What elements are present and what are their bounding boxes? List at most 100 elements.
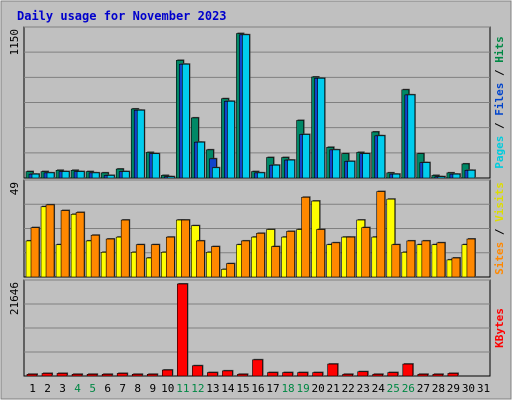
panel-hits-files-pages: 1150 Pages / Files / Hits	[8, 26, 506, 179]
bar-sites-day-24	[376, 191, 386, 278]
day-tick-label: 9	[149, 382, 156, 395]
day-tick-label: 26	[402, 382, 415, 395]
bar-sites-day-5	[90, 234, 100, 278]
bar-pages-day-5	[91, 172, 100, 179]
bar-shadow	[438, 175, 446, 177]
bar-visits-day-25	[386, 198, 396, 278]
bar-pages-day-30	[467, 170, 476, 179]
day-tick-label: 21	[327, 382, 340, 395]
panel-max-label: 21646	[8, 282, 21, 315]
bar-kbytes-day-13	[207, 372, 218, 377]
day-tick-label: 20	[312, 382, 325, 395]
bar-kbytes-day-10	[161, 369, 173, 377]
bar-sites-day-26	[406, 240, 416, 278]
bar-kbytes-day-14	[222, 370, 233, 377]
bar-kbytes-day-17	[267, 372, 278, 377]
bar-kbytes-day-9	[146, 373, 158, 377]
bar-pages-day-18	[287, 159, 295, 179]
legend-part: /	[493, 116, 506, 136]
bar-sites-day-20	[316, 229, 325, 278]
bar-sites-day-13	[211, 246, 220, 278]
bar-pages-day-1	[31, 173, 40, 179]
day-tick-label: 8	[134, 382, 141, 395]
bar-sites-day-25	[391, 244, 401, 278]
panel-legend-label: Pages / Files / Hits	[493, 36, 506, 169]
day-tick-label: 5	[89, 382, 96, 395]
day-tick-label: 22	[342, 382, 355, 395]
bar-sites-day-18	[286, 231, 295, 278]
day-tick-label: 27	[417, 382, 430, 395]
bar-kbytes-day-8	[131, 373, 143, 377]
bar-sites-day-22	[346, 236, 355, 278]
day-tick-label: 7	[119, 382, 126, 395]
legend-part: Visits	[493, 182, 506, 222]
bar-sites-day-1	[30, 227, 40, 278]
day-tick-label: 28	[432, 382, 445, 395]
bar-kbytes-day-11	[177, 283, 188, 377]
bar-kbytes-day-2	[41, 373, 53, 377]
bar-sites-day-27	[421, 240, 431, 278]
bar-sites-day-10	[165, 236, 175, 278]
day-tick-label: 10	[161, 382, 174, 395]
panel-legend-label: Sites / Visits	[493, 182, 506, 275]
legend-part: Hits	[493, 36, 506, 63]
bar-pages-day-28	[437, 176, 446, 179]
day-labels: 1 2 3 4 5 6 7 8 9 10 11 12 13 14 15 16 17 18 19 20 21 22 23 24 2…	[29, 382, 490, 395]
bar-sites-day-16	[256, 233, 265, 278]
bar-pages-day-7	[121, 171, 130, 179]
bar-pages-day-19	[302, 134, 310, 179]
panels: 1150 Pages / Files / Hits 49 Sites / Visits…	[8, 26, 506, 377]
day-tick-label: 12	[191, 382, 204, 395]
bar-sites-day-21	[331, 242, 340, 278]
bar-sites-day-3	[60, 210, 70, 278]
legend-part: Sites	[493, 242, 506, 275]
bar-pages-day-3	[61, 171, 70, 179]
legend-part: KBytes	[493, 308, 506, 348]
bar-kbytes-day-21	[327, 363, 338, 377]
day-tick-label: 14	[221, 382, 235, 395]
day-tick-label: 30	[462, 382, 475, 395]
bar-sites-day-11	[181, 219, 190, 278]
day-tick-label: 24	[372, 382, 386, 395]
day-tick-label: 2	[44, 382, 51, 395]
legend-part: Files	[493, 83, 506, 116]
bar-pages-day-10	[166, 176, 175, 179]
day-tick-label: 16	[251, 382, 264, 395]
bar-pages-day-8	[136, 109, 145, 179]
bar-kbytes-day-18	[282, 372, 293, 377]
bar-kbytes-day-22	[342, 373, 353, 377]
bar-sites-day-19	[301, 196, 310, 278]
bar-pages-day-20	[317, 77, 325, 179]
bar-pages-day-26	[407, 94, 416, 179]
bar-sites-day-14	[226, 263, 235, 278]
bar-sites-day-4	[75, 212, 85, 278]
bar-kbytes-day-7	[116, 373, 128, 377]
day-tick-label: 17	[266, 382, 279, 395]
bar-pages-day-16	[257, 172, 265, 179]
bar-sites-day-7	[120, 219, 130, 278]
day-tick-label: 13	[206, 382, 219, 395]
bar-sites-day-9	[150, 244, 160, 278]
day-tick-label: 15	[236, 382, 249, 395]
bar-pages-day-4	[76, 171, 85, 179]
bar-kbytes-day-16	[252, 359, 263, 377]
bar-kbytes-day-26	[402, 363, 414, 377]
bar-pages-day-29	[452, 173, 461, 179]
bar-sites-day-30	[466, 238, 476, 278]
bar-pages-day-13	[212, 167, 220, 179]
bar-kbytes-day-27	[417, 373, 429, 377]
bar-pages-day-12	[197, 141, 205, 179]
bar-pages-day-14	[227, 101, 235, 179]
bar-sites-day-15	[241, 240, 250, 278]
bar-sites-day-17	[271, 246, 280, 278]
panel-max-label: 1150	[8, 29, 21, 56]
bar-pages-day-9	[151, 153, 160, 179]
bar-kbytes-day-19	[297, 372, 308, 377]
bar-kbytes-day-23	[357, 371, 369, 377]
bar-sites-day-2	[45, 204, 55, 278]
bar-pages-day-25	[392, 173, 401, 179]
bar-sites-day-6	[105, 238, 115, 278]
bar-sites-day-12	[196, 240, 205, 278]
